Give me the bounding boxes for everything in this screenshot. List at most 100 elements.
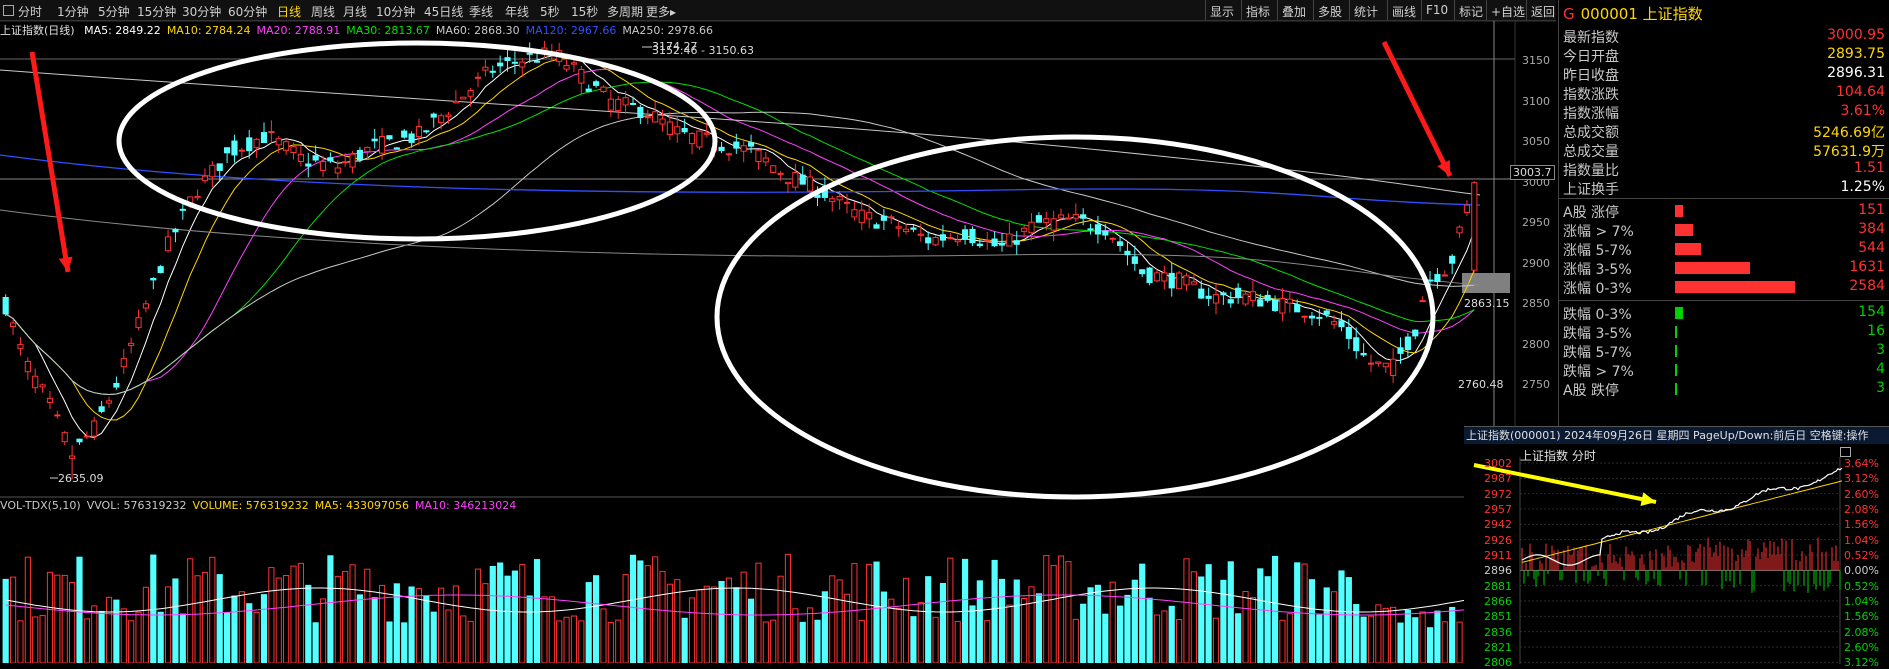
quote-prefix: G — [1563, 5, 1575, 23]
breadth-value: 1631 — [1849, 259, 1885, 275]
intraday-right-tick: 1.56% — [1844, 518, 1879, 532]
toolbar-button-9[interactable]: 返回 — [1531, 5, 1556, 19]
price-axis-tick: 3150 — [1522, 54, 1550, 67]
volume-legend-item: VVOL: 576319232 — [86, 499, 187, 512]
period-tab-2[interactable]: 5分钟 — [98, 5, 130, 19]
toolbar-separator — [1313, 0, 1314, 20]
breadth-label: 跌幅 5-7% — [1563, 345, 1632, 361]
quote-row: 上证换手 1.25% — [1563, 178, 1885, 198]
intraday-right-tick: 2.60% — [1844, 641, 1879, 654]
intraday-left-tick: 2926 — [1484, 533, 1512, 547]
quote-title-text: 000001 上证指数 — [1580, 5, 1703, 23]
intraday-right-tick: 2.08% — [1844, 503, 1879, 516]
volume-legend-item: VOL-TDX(5,10) — [0, 499, 81, 512]
period-tab-14[interactable]: 15秒 — [571, 5, 599, 19]
toolbar-button-1[interactable]: 指标 — [1246, 5, 1271, 19]
period-square-icon[interactable] — [3, 5, 14, 16]
breadth-value: 4 — [1876, 361, 1885, 377]
period-tab-4[interactable]: 30分钟 — [182, 5, 222, 19]
intraday-right-tick: 2.60% — [1844, 487, 1879, 501]
breadth-up-row: 涨幅 0-3% 2584 — [1563, 277, 1885, 297]
current-price-marker: 3003.7 — [1510, 165, 1555, 180]
quote-title: G 000001 上证指数 — [1563, 3, 1703, 24]
toolbar-button-7[interactable]: 标记 — [1459, 5, 1484, 19]
toolbar-button-4[interactable]: 统计 — [1354, 5, 1379, 19]
low-price-label: 2635.09 — [58, 472, 104, 485]
cursor-price-label: 2863.15 — [1464, 297, 1510, 310]
period-tab-6[interactable]: 日线 — [277, 5, 302, 19]
period-tab-13[interactable]: 5秒 — [540, 5, 560, 19]
intraday-right-tick: 0.52% — [1844, 549, 1879, 562]
quote-label: 指数涨跌 — [1563, 87, 1619, 103]
period-tab-10[interactable]: 45日线 — [424, 5, 464, 19]
quote-row: 今日开盘 2893.75 — [1563, 45, 1885, 65]
quote-label: 最新指数 — [1563, 30, 1619, 46]
kline-chart[interactable] — [0, 0, 1556, 663]
quote-value: 5246.69亿 — [1813, 125, 1885, 141]
toolbar-button-2[interactable]: 叠加 — [1282, 5, 1307, 19]
period-tab-11[interactable]: 季线 — [469, 5, 494, 19]
quote-label: 昨日收盘 — [1563, 68, 1619, 84]
intraday-left-tick: 2866 — [1484, 595, 1512, 608]
breadth-bar — [1675, 262, 1751, 274]
period-tab-12[interactable]: 年线 — [505, 5, 530, 19]
period-tab-3[interactable]: 15分钟 — [137, 5, 177, 19]
period-tab-0[interactable]: 分时 — [18, 5, 43, 19]
breadth-label: A股 跌停 — [1563, 383, 1620, 399]
price-axis-tick: 3050 — [1522, 135, 1550, 148]
quote-value: 3000.95 — [1827, 27, 1885, 43]
quote-row: 总成交额 5246.69亿 — [1563, 121, 1885, 141]
toolbar-separator — [1241, 0, 1242, 20]
breadth-up-row: A股 涨停 151 — [1563, 201, 1885, 221]
breadth-down-row: 跌幅 3-5% 16 — [1563, 322, 1885, 342]
breadth-value: 3 — [1876, 342, 1885, 358]
intraday-header: 上证指数(000001) 2024年09月26日 星期四 PageUp/Down… — [1464, 427, 1889, 444]
quote-label: 今日开盘 — [1563, 49, 1619, 65]
breadth-label: 跌幅 3-5% — [1563, 326, 1632, 342]
intraday-left-tick: 3002 — [1484, 457, 1512, 470]
period-tab-9[interactable]: 10分钟 — [376, 5, 416, 19]
period-tab-16[interactable]: 更多▸ — [646, 5, 677, 19]
breadth-down-row: 跌幅 5-7% 3 — [1563, 341, 1885, 361]
intraday-left-tick: 2911 — [1484, 549, 1512, 562]
quote-value: 1.51 — [1853, 160, 1885, 176]
breadth-label: 跌幅 > 7% — [1563, 364, 1634, 380]
toolbar-button-6[interactable]: F10 — [1426, 3, 1449, 17]
period-tab-5[interactable]: 60分钟 — [228, 5, 268, 19]
volume-legend-item: VOLUME: 576319232 — [192, 499, 309, 512]
ma-legend-item: MA60: 2868.30 — [435, 24, 520, 37]
price-axis-tick: 2900 — [1522, 256, 1550, 270]
breadth-bar — [1675, 281, 1795, 293]
quote-value: 57631.9万 — [1813, 144, 1885, 160]
intraday-left-tick: 2987 — [1484, 472, 1512, 486]
breadth-down-row: 跌幅 0-3% 154 — [1563, 303, 1885, 323]
toolbar-button-8[interactable]: +自选 — [1491, 5, 1526, 19]
intraday-left-tick: 2972 — [1484, 487, 1512, 501]
breadth-value: 151 — [1858, 202, 1885, 218]
breadth-label: 涨幅 > 7% — [1563, 224, 1634, 240]
toolbar-button-5[interactable]: 画线 — [1392, 5, 1417, 19]
toolbar-separator — [1486, 0, 1487, 20]
breadth-bar — [1675, 383, 1677, 395]
ma-legend-item: MA30: 2813.67 — [346, 24, 430, 37]
period-tab-1[interactable]: 1分钟 — [57, 5, 89, 19]
breadth-bar — [1675, 326, 1677, 338]
breadth-down-row: A股 跌停 3 — [1563, 379, 1885, 399]
intraday-close-icon[interactable] — [1840, 447, 1851, 457]
breadth-label: 涨幅 0-3% — [1563, 281, 1632, 297]
period-tab-8[interactable]: 月线 — [343, 5, 368, 19]
chart-name: 上证指数(日线) — [0, 24, 75, 37]
breadth-bar — [1675, 224, 1694, 236]
toolbar-button-3[interactable]: 多股 — [1318, 5, 1343, 19]
quote-row: 指数量比 1.51 — [1563, 159, 1885, 179]
intraday-right-tick: 0.00% — [1844, 564, 1879, 578]
toolbar-separator — [1454, 0, 1455, 20]
period-tab-7[interactable]: 周线 — [311, 5, 336, 19]
breadth-value: 16 — [1867, 323, 1885, 339]
intraday-panel[interactable]: 上证指数(000001) 2024年09月26日 星期四 PageUp/Down… — [1464, 426, 1889, 669]
period-tab-15[interactable]: 多周期 — [607, 5, 644, 19]
toolbar-button-0[interactable]: 显示 — [1210, 5, 1235, 19]
breadth-value: 544 — [1858, 240, 1885, 256]
intraday-left-tick: 2881 — [1484, 579, 1512, 593]
intraday-right-tick: 0.52% — [1844, 579, 1879, 593]
